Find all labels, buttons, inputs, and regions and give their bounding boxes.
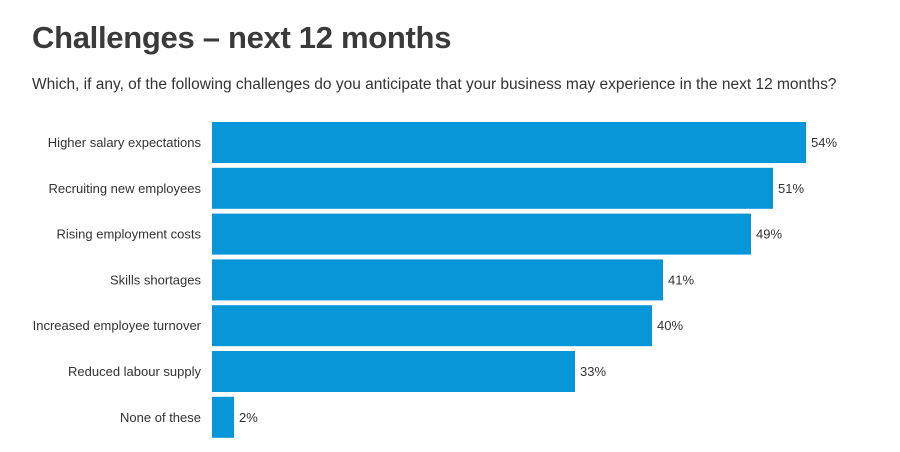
- value-label: 33%: [580, 364, 606, 379]
- category-label: Skills shortages: [110, 272, 202, 287]
- chart-title: Challenges – next 12 months: [32, 20, 452, 55]
- category-label: Reduced labour supply: [68, 364, 201, 379]
- category-label: Increased employee turnover: [33, 318, 202, 333]
- bar-higher-salary-expectations: [212, 122, 806, 163]
- category-label: Higher salary expectations: [48, 135, 202, 150]
- bar-rising-employment-costs: [212, 213, 751, 255]
- bar-none-of-these: [212, 396, 234, 438]
- bar-skills-shortages: [212, 259, 663, 301]
- category-label: Recruiting new employees: [49, 181, 202, 196]
- value-label: 51%: [778, 181, 804, 196]
- bar-recruiting-new-employees: [212, 167, 773, 209]
- category-label: Rising employment costs: [57, 227, 202, 242]
- category-label: None of these: [120, 410, 201, 425]
- value-label: 49%: [756, 227, 782, 242]
- value-label: 41%: [668, 272, 694, 287]
- chart-subtitle: Which, if any, of the following challeng…: [32, 76, 837, 93]
- value-label: 2%: [239, 410, 258, 425]
- bar-increased-employee-turnover: [212, 305, 652, 347]
- value-label: 54%: [811, 135, 837, 150]
- value-label: 40%: [657, 318, 683, 333]
- bar-reduced-labour-supply: [212, 351, 575, 392]
